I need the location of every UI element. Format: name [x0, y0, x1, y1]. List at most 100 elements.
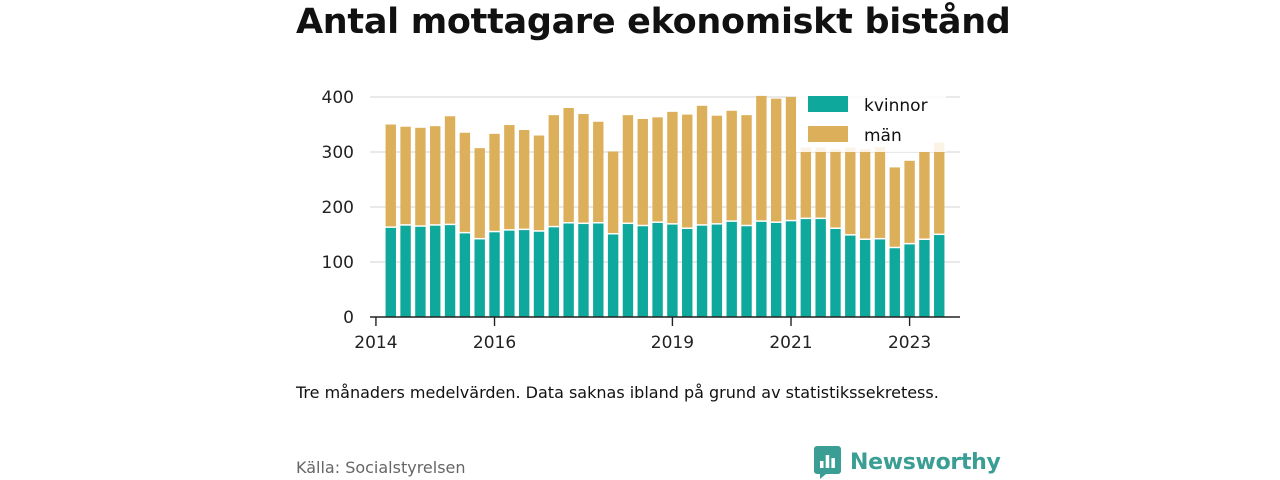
bar-man [548, 115, 560, 226]
bar-kvinnor [770, 222, 782, 317]
bar-kvinnor [489, 232, 500, 317]
bar-man [474, 148, 485, 238]
bar-man [637, 119, 648, 225]
newsworthy-logo: Newsworthy [814, 446, 1001, 479]
bar-kvinnor [504, 230, 515, 317]
bar-man [889, 167, 900, 247]
bar-kvinnor [444, 225, 456, 317]
bar-kvinnor [874, 239, 886, 317]
bar-man [770, 98, 782, 222]
bar-kvinnor [430, 225, 441, 317]
bar-man [845, 147, 856, 235]
y-tick-label: 0 [343, 308, 354, 328]
bar-man [756, 95, 767, 221]
chart-title: Antal mottagare ekonomiskt bistånd [296, 2, 1011, 42]
bar-man [622, 115, 634, 223]
bar-man [415, 127, 426, 226]
bar-kvinnor [711, 224, 723, 317]
bar-man [785, 97, 797, 220]
x-tick-label: 2021 [769, 333, 812, 353]
bar-kvinnor [889, 248, 900, 317]
bar-kvinnor [622, 224, 634, 317]
bar-kvinnor [652, 222, 663, 317]
bar-man [711, 115, 723, 224]
bar-man [919, 152, 930, 239]
bar-kvinnor [756, 221, 767, 317]
bar-kvinnor [400, 225, 411, 317]
bar-kvinnor [800, 219, 812, 317]
bar-chart-speech-bubble-icon [814, 446, 841, 479]
bar-kvinnor [578, 224, 589, 317]
bar-kvinnor [859, 240, 871, 317]
y-tick-label: 400 [322, 88, 354, 108]
bar-man [859, 149, 871, 239]
bar-man [444, 116, 456, 224]
x-tick-label: 2014 [354, 333, 397, 353]
legend-label: män [864, 126, 902, 146]
bar-man [667, 111, 678, 224]
legend: kvinnor män [796, 90, 946, 152]
axes: 0 100 200 300 400 2014 2016 2019 2021 2023 [322, 88, 960, 353]
bar-kvinnor [726, 221, 737, 317]
legend-swatch [808, 126, 848, 142]
bar-man [489, 133, 500, 231]
chart-note: Tre månaders medelvärden. Data saknas ib… [296, 383, 939, 402]
bar-kvinnor [741, 226, 752, 317]
bar-man [726, 110, 737, 221]
bar-kvinnor [385, 227, 396, 317]
bar-man [430, 126, 441, 225]
bar-man [563, 108, 574, 222]
bar-man [578, 114, 589, 223]
bar-man [904, 160, 915, 243]
bar-kvinnor [904, 244, 915, 317]
bar-kvinnor [934, 235, 945, 317]
bar-kvinnor [637, 226, 648, 317]
bar-kvinnor [919, 240, 930, 317]
bar-man [934, 142, 945, 234]
bar-man [400, 126, 411, 225]
bar-kvinnor [607, 234, 619, 317]
y-tick-label: 300 [322, 143, 354, 163]
bar-man [459, 132, 471, 232]
bar-kvinnor [474, 239, 485, 317]
bar-man [682, 114, 693, 228]
bar-man [385, 124, 396, 227]
bar-kvinnor [667, 224, 678, 317]
bar-kvinnor [459, 233, 471, 317]
x-tick-label: 2016 [473, 333, 516, 353]
bar-man [533, 135, 545, 231]
bar-kvinnor [593, 223, 604, 317]
bar-man [800, 147, 812, 218]
bar-kvinnor [518, 230, 530, 317]
bar-kvinnor [830, 229, 841, 317]
bar-man [741, 115, 752, 225]
bar-series [385, 95, 945, 317]
bar-kvinnor [696, 225, 708, 317]
bar-kvinnor [563, 223, 574, 317]
bar-man [607, 151, 619, 233]
source-label: Källa: Socialstyrelsen [296, 458, 466, 477]
bar-kvinnor [845, 235, 856, 317]
bar-kvinnor [548, 227, 560, 317]
bar-man [652, 117, 663, 222]
bar-kvinnor [415, 226, 426, 317]
stacked-bar-chart: 0 100 200 300 400 2014 2016 2019 2021 2023 kvinno… [322, 88, 960, 353]
bar-man [504, 125, 515, 230]
brand-name: Newsworthy [850, 450, 1001, 475]
y-tick-label: 200 [322, 198, 354, 218]
bar-kvinnor [533, 231, 545, 317]
x-tick-label: 2019 [651, 333, 694, 353]
bar-man [593, 121, 604, 222]
legend-label: kvinnor [864, 96, 928, 116]
y-tick-label: 100 [322, 253, 354, 273]
bar-kvinnor [815, 219, 826, 317]
legend-swatch [808, 96, 848, 112]
bar-man [874, 147, 886, 238]
bar-kvinnor [785, 221, 797, 317]
bar-man [696, 105, 708, 225]
bar-man [518, 130, 530, 229]
x-tick-label: 2023 [888, 333, 931, 353]
bar-man [815, 147, 826, 218]
bar-man [830, 149, 841, 228]
bar-kvinnor [682, 229, 693, 317]
